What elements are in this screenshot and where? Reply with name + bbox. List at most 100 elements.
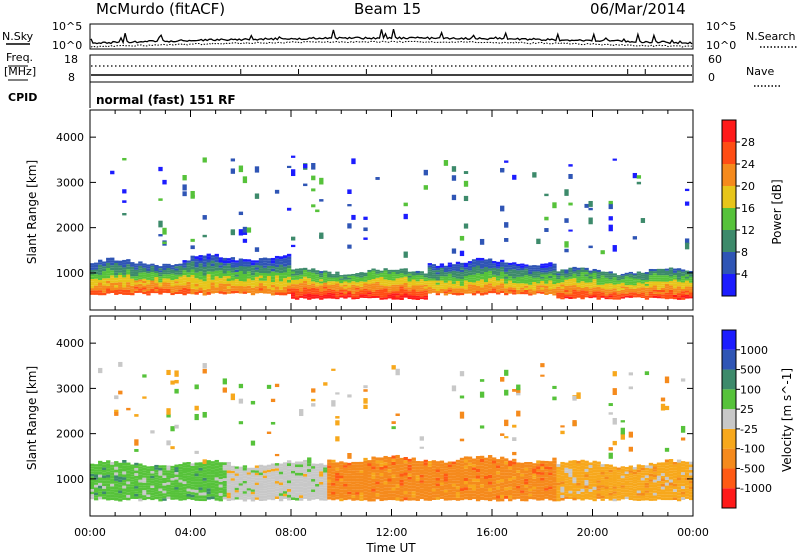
heatmap-cell bbox=[170, 465, 175, 469]
heatmap-cell bbox=[226, 495, 231, 499]
heatmap-cell bbox=[182, 465, 187, 468]
heatmap-cell bbox=[435, 488, 441, 492]
heatmap-cell bbox=[600, 469, 605, 473]
heatmap-cell bbox=[134, 286, 139, 289]
heatmap-cell bbox=[463, 269, 469, 272]
heatmap-cell bbox=[114, 489, 119, 493]
heatmap-cell bbox=[451, 272, 457, 276]
heatmap-cell bbox=[130, 288, 135, 291]
heatmap-cell bbox=[242, 259, 248, 262]
heatmap-cell bbox=[564, 269, 569, 272]
heatmap-cell bbox=[508, 284, 513, 288]
heatmap-cell bbox=[178, 479, 183, 483]
heatmap-cell bbox=[556, 288, 561, 291]
heatmap-cell bbox=[363, 272, 368, 275]
heatmap-cell bbox=[158, 220, 163, 228]
heatmap-cell bbox=[214, 279, 219, 282]
heatmap-cell bbox=[399, 470, 404, 474]
heatmap-cell bbox=[331, 288, 336, 290]
heatmap-cell bbox=[680, 278, 686, 281]
heatmap-cell bbox=[274, 275, 280, 279]
heatmap-cell bbox=[138, 485, 143, 488]
heatmap-cell bbox=[556, 480, 561, 483]
heatmap-cell bbox=[471, 290, 477, 293]
heatmap-cell bbox=[447, 478, 453, 481]
heatmap-cell bbox=[492, 265, 497, 268]
heatmap-cell bbox=[339, 275, 344, 277]
heatmap-cell bbox=[524, 476, 529, 479]
heatmap-cell bbox=[118, 272, 123, 275]
heatmap-cell bbox=[419, 490, 424, 494]
heatmap-cell bbox=[190, 274, 195, 278]
heatmap-cell bbox=[118, 484, 123, 488]
heatmap-cell bbox=[126, 264, 131, 267]
heatmap-cell bbox=[512, 493, 517, 497]
heatmap-cell bbox=[234, 471, 240, 474]
heatmap-cell bbox=[363, 285, 368, 288]
heatmap-cell bbox=[608, 472, 613, 475]
heatmap-cell bbox=[395, 464, 400, 469]
heatmap-cell bbox=[222, 387, 227, 391]
heatmap-cell bbox=[162, 483, 167, 486]
heatmap-cell bbox=[504, 464, 509, 468]
heatmap-cell bbox=[516, 270, 521, 273]
heatmap-cell bbox=[323, 278, 328, 281]
heatmap-cell bbox=[355, 273, 360, 275]
heatmap-cell bbox=[672, 294, 678, 298]
heatmap-cell bbox=[339, 287, 344, 290]
heatmap-cell bbox=[210, 255, 215, 258]
heatmap-cell bbox=[266, 384, 272, 389]
heatmap-cell bbox=[672, 491, 678, 495]
heatmap-cell bbox=[339, 286, 344, 288]
heatmap-cell bbox=[367, 288, 372, 291]
heatmap-cell bbox=[351, 464, 356, 468]
heatmap-cell bbox=[299, 276, 304, 279]
heatmap-cell bbox=[443, 278, 449, 281]
heatmap-cell bbox=[435, 463, 441, 467]
heatmap-cell bbox=[612, 488, 617, 492]
heatmap-cell bbox=[600, 250, 605, 255]
heatmap-cell bbox=[628, 467, 633, 471]
heatmap-cell bbox=[628, 485, 633, 488]
heatmap-cell bbox=[439, 265, 445, 268]
heatmap-cell bbox=[315, 292, 320, 295]
heatmap-cell bbox=[299, 478, 304, 482]
heatmap-cell bbox=[600, 495, 605, 499]
heatmap-cell bbox=[242, 291, 248, 294]
heatmap-cell bbox=[242, 266, 248, 270]
heatmap-cell bbox=[102, 278, 107, 281]
heatmap-cell bbox=[532, 288, 537, 291]
heatmap-cell bbox=[475, 275, 481, 279]
heatmap-cell bbox=[672, 462, 678, 465]
heatmap-cell bbox=[331, 277, 336, 280]
heatmap-cell bbox=[508, 475, 513, 478]
heatmap-cell bbox=[146, 466, 151, 469]
heatmap-cell bbox=[435, 288, 441, 292]
heatmap-cell bbox=[592, 486, 597, 490]
heatmap-cell bbox=[540, 285, 545, 288]
heatmap-cell bbox=[158, 483, 163, 486]
heatmap-cell bbox=[170, 475, 175, 478]
heatmap-cell bbox=[250, 474, 256, 478]
y-tick-label: 3000 bbox=[56, 382, 84, 395]
heatmap-cell bbox=[307, 280, 312, 283]
heatmap-cell bbox=[94, 482, 99, 485]
heatmap-cell bbox=[118, 493, 123, 496]
heatmap-cell bbox=[282, 278, 288, 282]
heatmap-cell bbox=[395, 274, 400, 277]
heatmap-cell bbox=[254, 475, 260, 478]
heatmap-cell bbox=[664, 292, 670, 295]
heatmap-cell bbox=[222, 291, 227, 295]
heatmap-cell bbox=[218, 291, 223, 294]
heatmap-cell bbox=[246, 472, 252, 475]
heatmap-cell bbox=[423, 288, 428, 291]
heatmap-cell bbox=[186, 493, 191, 497]
heatmap-cell bbox=[447, 486, 453, 490]
heatmap-cell bbox=[166, 288, 171, 291]
heatmap-cell bbox=[664, 491, 670, 495]
heatmap-cell bbox=[234, 492, 240, 495]
heatmap-cell bbox=[94, 477, 99, 480]
heatmap-cell bbox=[548, 491, 553, 495]
heatmap-cell bbox=[620, 497, 625, 500]
heatmap-cell bbox=[291, 478, 296, 482]
